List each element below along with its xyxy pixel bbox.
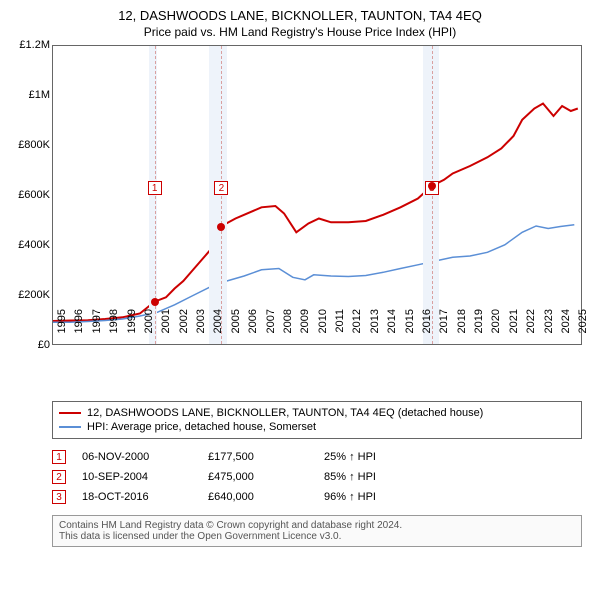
sale-row: 3 18-OCT-2016 £640,000 96% ↑ HPI (52, 487, 582, 507)
legend-label: 12, DASHWOODS LANE, BICKNOLLER, TAUNTON,… (87, 407, 483, 419)
highlight-band (209, 46, 226, 344)
footer-line1: Contains HM Land Registry data © Crown c… (59, 520, 575, 531)
x-axis-label: 2007 (265, 309, 277, 349)
x-axis-label: 2006 (247, 309, 259, 349)
series-hpi (53, 225, 574, 322)
y-axis-label: £200K (10, 289, 50, 301)
sale-price: £177,500 (208, 451, 308, 463)
x-axis-label: 2023 (543, 309, 555, 349)
x-axis-label: 2014 (386, 309, 398, 349)
sale-dot (217, 223, 225, 231)
chart-subtitle: Price paid vs. HM Land Registry's House … (10, 25, 590, 39)
x-axis-label: 2011 (334, 309, 346, 349)
x-axis-label: 2002 (178, 309, 190, 349)
x-axis-label: 2025 (577, 309, 589, 349)
sales-table: 1 06-NOV-2000 £177,500 25% ↑ HPI 2 10-SEP-200… (52, 447, 582, 507)
x-axis-label: 2012 (351, 309, 363, 349)
sale-hpi: 85% ↑ HPI (324, 471, 424, 483)
sale-vline (221, 46, 222, 344)
y-axis-label: £1M (10, 89, 50, 101)
sale-number-box: 1 (52, 450, 66, 464)
x-axis-label: 1997 (91, 309, 103, 349)
sale-dot (151, 298, 159, 306)
x-axis-label: 2005 (230, 309, 242, 349)
x-axis-label: 2004 (212, 309, 224, 349)
sale-number-box: 2 (52, 470, 66, 484)
x-axis-label: 2003 (195, 309, 207, 349)
sale-date: 18-OCT-2016 (82, 491, 192, 503)
chart-container: 12, DASHWOODS LANE, BICKNOLLER, TAUNTON,… (0, 0, 600, 551)
sale-hpi: 96% ↑ HPI (324, 491, 424, 503)
x-axis-label: 2001 (160, 309, 172, 349)
x-axis-label: 2017 (438, 309, 450, 349)
y-axis-label: £400K (10, 239, 50, 251)
legend-swatch (59, 412, 81, 414)
plot-svg (53, 46, 583, 346)
legend-row: HPI: Average price, detached house, Some… (59, 420, 575, 434)
x-axis-label: 1998 (108, 309, 120, 349)
x-axis-label: 2010 (317, 309, 329, 349)
x-axis-label: 2000 (143, 309, 155, 349)
x-axis-label: 2019 (473, 309, 485, 349)
x-axis-label: 2021 (508, 309, 520, 349)
sale-row: 1 06-NOV-2000 £177,500 25% ↑ HPI (52, 447, 582, 467)
footer-line2: This data is licensed under the Open Gov… (59, 531, 575, 542)
sale-price: £475,000 (208, 471, 308, 483)
series-property (53, 104, 578, 322)
x-axis-label: 2018 (456, 309, 468, 349)
footer-attribution: Contains HM Land Registry data © Crown c… (52, 515, 582, 547)
y-axis-label: £600K (10, 189, 50, 201)
x-axis-label: 2013 (369, 309, 381, 349)
y-axis-label: £1.2M (10, 39, 50, 51)
y-axis-label: £0 (10, 339, 50, 351)
plot-region: 123 (52, 45, 582, 345)
sale-vline (432, 46, 433, 344)
x-axis-label: 1996 (73, 309, 85, 349)
x-axis-label: 2015 (404, 309, 416, 349)
sale-number-box: 3 (52, 490, 66, 504)
sale-hpi: 25% ↑ HPI (324, 451, 424, 463)
x-axis-label: 1995 (56, 309, 68, 349)
x-axis-label: 2008 (282, 309, 294, 349)
sale-row: 2 10-SEP-2004 £475,000 85% ↑ HPI (52, 467, 582, 487)
chart-title: 12, DASHWOODS LANE, BICKNOLLER, TAUNTON,… (10, 8, 590, 23)
y-axis-label: £800K (10, 139, 50, 151)
sale-date: 06-NOV-2000 (82, 451, 192, 463)
chart-area: 123 £0£200K£400K£600K£800K£1M£1.2M199519… (10, 45, 590, 395)
x-axis-label: 2024 (560, 309, 572, 349)
sale-dot (428, 182, 436, 190)
sale-date: 10-SEP-2004 (82, 471, 192, 483)
legend-row: 12, DASHWOODS LANE, BICKNOLLER, TAUNTON,… (59, 406, 575, 420)
x-axis-label: 2020 (490, 309, 502, 349)
x-axis-label: 2022 (525, 309, 537, 349)
x-axis-label: 2009 (299, 309, 311, 349)
x-axis-label: 2016 (421, 309, 433, 349)
sale-marker-box: 2 (214, 181, 228, 195)
sale-marker-box: 1 (148, 181, 162, 195)
legend-swatch (59, 426, 81, 428)
legend-label: HPI: Average price, detached house, Some… (87, 421, 316, 433)
x-axis-label: 1999 (126, 309, 138, 349)
sale-price: £640,000 (208, 491, 308, 503)
legend-box: 12, DASHWOODS LANE, BICKNOLLER, TAUNTON,… (52, 401, 582, 439)
